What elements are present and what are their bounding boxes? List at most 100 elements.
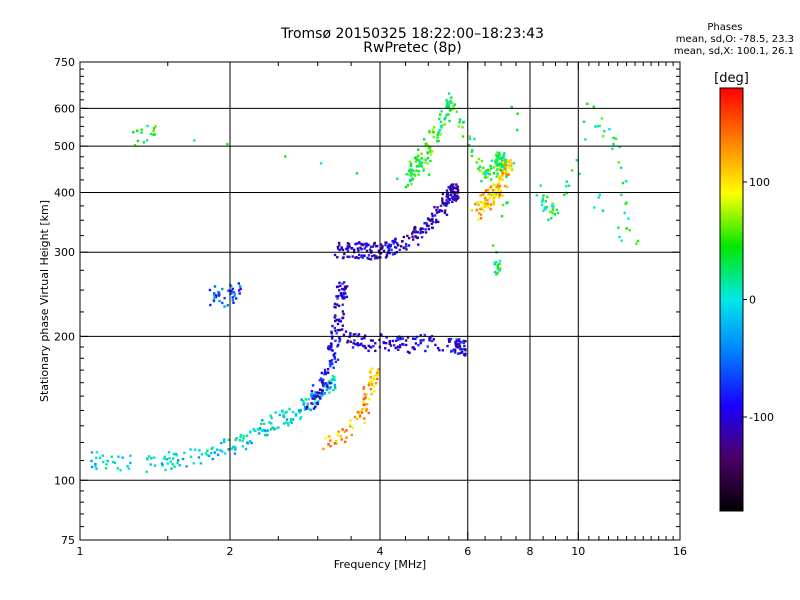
data-point [461,135,465,138]
data-point [484,176,487,179]
data-point [412,169,415,172]
data-point [414,160,418,164]
data-point [263,433,267,437]
data-point [328,387,331,390]
data-point [373,389,376,393]
data-point [392,239,395,243]
data-point [343,291,346,294]
data-point [368,369,372,372]
data-point [323,372,326,376]
data-point [547,218,550,221]
data-point [375,377,379,381]
data-point [370,245,374,248]
data-point [365,249,369,253]
data-point [364,403,367,406]
data-point [413,230,417,234]
data-point [367,344,370,348]
data-point [329,347,332,350]
data-point [387,244,390,248]
data-point [217,294,221,297]
data-point [565,191,568,195]
data-point [494,188,497,192]
data-point [451,185,455,189]
data-point [287,421,290,425]
data-point [497,175,500,179]
data-point [333,376,336,379]
data-point [480,206,483,209]
data-point [492,172,496,175]
data-point [509,159,512,162]
data-point [414,337,417,341]
data-point [592,105,596,108]
data-point [357,253,361,257]
data-point [370,367,374,370]
data-point [601,209,605,212]
data-point [414,174,417,177]
data-point [259,427,262,430]
data-point [431,226,434,230]
data-point [375,255,378,258]
data-point [342,287,345,291]
data-point [368,397,371,401]
data-point [102,460,105,464]
data-point [447,338,451,341]
data-point [447,201,450,204]
data-point [426,151,429,154]
data-point [348,423,352,427]
data-point [451,190,454,193]
data-point [424,228,427,231]
data-point [516,112,519,115]
data-point [553,213,557,216]
data-point [447,186,450,189]
data-point [429,219,432,222]
data-point [252,427,255,431]
data-point [311,384,315,387]
data-point [427,173,431,176]
data-point [378,338,381,342]
data-point [449,184,453,188]
data-point [419,334,422,337]
data-point [448,109,452,112]
data-point [447,92,451,95]
data-point [441,197,444,200]
data-point [189,448,192,451]
data-point [430,212,434,216]
data-point [500,163,503,166]
data-point [484,173,487,176]
data-point [415,169,418,172]
data-point [438,128,442,132]
data-point [322,447,325,451]
data-point [449,337,453,341]
data-point [453,186,457,189]
data-point [477,167,480,170]
data-point [129,454,132,457]
data-point [135,129,139,132]
data-point [454,197,457,200]
data-point [270,422,273,425]
data-point [235,297,238,300]
data-point [503,152,506,155]
data-point [411,337,415,340]
x-tick-label: 10 [571,545,585,558]
data-point [363,417,366,420]
data-point [285,421,288,424]
data-point [232,445,235,449]
data-point [551,211,554,215]
data-point [321,384,325,387]
data-point [423,158,426,161]
data-point [489,207,492,211]
data-point [627,217,630,220]
data-point [385,336,388,339]
data-point [319,394,323,397]
data-point [262,422,266,426]
data-point [399,337,402,341]
data-point [376,256,379,260]
data-point [152,129,155,133]
data-point [238,285,242,288]
data-point [329,381,332,385]
data-point [618,235,621,239]
data-point [452,190,456,194]
data-point [371,380,374,383]
data-point [427,227,431,231]
x-tick-label: 2 [227,545,234,558]
